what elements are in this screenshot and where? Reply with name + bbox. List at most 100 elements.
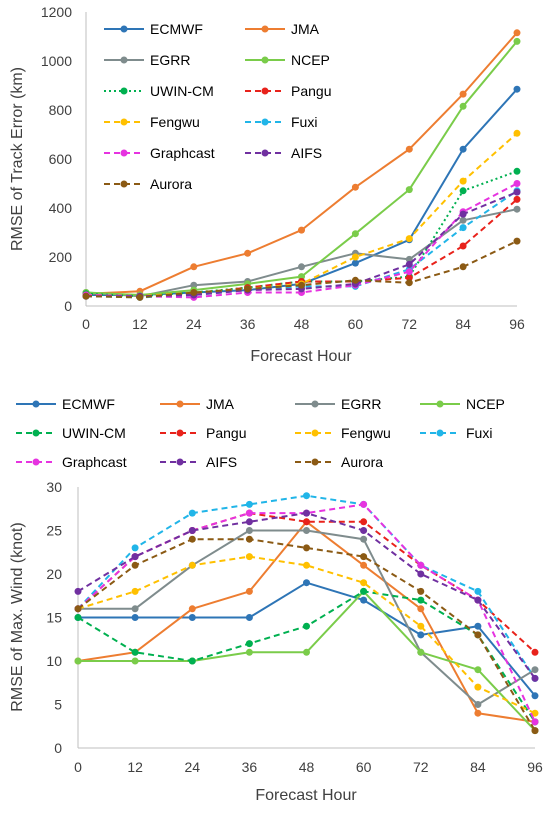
track-error-point-jma [190, 263, 198, 271]
max-wind-point-fuxi [303, 492, 310, 500]
track-error-y-tick-label: 1200 [41, 4, 72, 20]
track-error-point-aurora [190, 289, 198, 296]
max-wind-point-ncep [474, 666, 482, 674]
track-error-legend-item-ecmwf: ECMWF [104, 21, 203, 37]
track-error-y-axis-title: RMSE of Track Error (km) [9, 67, 26, 251]
track-error-legend-marker [261, 149, 269, 157]
max-wind-legend-item-ncep: NCEP [420, 396, 505, 412]
max-wind-point-ncep [303, 648, 310, 656]
track-error-legend-label: Graphcast [150, 145, 215, 161]
max-wind-point-egrr [531, 666, 539, 674]
track-error-point-fengwu [513, 129, 521, 137]
track-error-y-tick-label: 800 [49, 102, 73, 118]
track-error-point-graphcast [513, 180, 521, 187]
max-wind-legend-marker [311, 429, 319, 437]
max-wind-series-line-fengwu [77, 555, 536, 715]
max-wind-point-jma [245, 587, 253, 595]
max-wind-point-graphcast [245, 509, 253, 517]
max-wind-point-aurora [303, 544, 310, 552]
max-wind-series-line-aurora [77, 538, 536, 732]
track-error-point-aurora [513, 237, 521, 245]
max-wind-point-egrr [360, 535, 368, 543]
track-error-point-egrr [298, 263, 305, 271]
track-error-legend-item-pangu: Pangu [245, 83, 331, 99]
max-wind-point-aifs [245, 518, 253, 526]
max-wind-legend-label: UWIN-CM [62, 425, 126, 441]
track-error-legend-label: Aurora [150, 176, 192, 192]
track-error-legend-item-ncep: NCEP [245, 52, 330, 68]
max-wind-y-tick-label: 5 [54, 697, 62, 713]
max-wind-legend-label: NCEP [466, 396, 505, 412]
max-wind-x-tick-label: 12 [127, 759, 143, 775]
track-error-point-jma [298, 226, 305, 234]
track-error-legend-marker [261, 25, 269, 33]
track-error-y-ticks: 0 200 400 600 800 1000 1200 [41, 4, 72, 314]
max-wind-legend-marker [311, 400, 319, 408]
max-wind-legend-item-aurora: Aurora [295, 454, 383, 470]
max-wind-point-aurora [74, 605, 82, 613]
max-wind-point-jma [360, 561, 368, 569]
max-wind-point-fengwu [303, 561, 310, 569]
max-wind-y-tick-label: 15 [46, 610, 62, 626]
track-error-legend-label: Fengwu [150, 114, 200, 130]
max-wind-y-ticks: 0 5 10 15 20 25 30 [46, 479, 62, 756]
max-wind-y-tick-label: 20 [46, 566, 62, 582]
max-wind-x-tick-label: 84 [470, 759, 486, 775]
max-wind-point-aurora [417, 587, 425, 595]
max-wind-point-aifs [303, 509, 310, 517]
max-wind-point-uwin-cm [74, 614, 82, 621]
max-wind-legend-marker [436, 429, 444, 437]
track-error-x-tick-label: 84 [455, 316, 471, 332]
track-error-point-aurora [351, 276, 359, 284]
max-wind-legend-label: Fuxi [466, 425, 492, 441]
max-wind-legend-label: JMA [206, 396, 235, 412]
max-wind-point-uwin-cm [188, 657, 196, 665]
track-error-point-pangu [405, 274, 413, 282]
track-error-point-pangu [513, 195, 521, 203]
max-wind-point-aurora [474, 631, 482, 639]
track-error-legend-marker [120, 87, 128, 95]
max-wind-x-tick-label: 0 [74, 759, 82, 775]
max-wind-point-graphcast [360, 500, 368, 508]
max-wind-legend-marker [176, 458, 184, 466]
max-wind-point-ecmwf [131, 614, 139, 621]
max-wind-point-fengwu [531, 709, 539, 717]
track-error-legend-marker [261, 87, 269, 95]
track-error-point-ncep [459, 102, 467, 110]
max-wind-y-tick-label: 0 [54, 740, 62, 756]
max-wind-point-ncep [417, 648, 425, 656]
max-wind-point-aifs [74, 587, 82, 595]
track-error-legend-label: Pangu [291, 83, 331, 99]
track-error-point-fuxi [459, 224, 467, 232]
track-error-point-ecmwf [351, 259, 359, 267]
track-error-point-aifs [405, 260, 413, 268]
max-wind-point-uwin-cm [245, 640, 253, 648]
track-error-legend-label: Fuxi [291, 114, 317, 130]
track-error-point-aifs [513, 188, 521, 196]
max-wind-point-aifs [131, 553, 139, 561]
track-error-point-pangu [459, 242, 467, 250]
max-wind-series-aifs [74, 509, 539, 682]
max-wind-legend-label: AIFS [206, 454, 237, 470]
track-error-legend-label: AIFS [291, 145, 322, 161]
track-error-legend-item-fengwu: Fengwu [104, 114, 200, 130]
max-wind-y-tick-label: 10 [46, 653, 62, 669]
max-wind-y-tick-label: 30 [46, 479, 62, 495]
max-wind-point-fengwu [474, 683, 482, 691]
track-error-legend-label: NCEP [291, 52, 330, 68]
max-wind-point-fengwu [131, 587, 139, 595]
max-wind-point-aifs [417, 570, 425, 578]
track-error-legend-item-aurora: Aurora [104, 176, 192, 192]
track-error-x-tick-label: 0 [82, 316, 90, 332]
max-wind-point-ncep [245, 648, 253, 656]
max-wind-legend-marker [176, 400, 184, 408]
max-wind-point-uwin-cm [303, 622, 310, 630]
track-error-point-ecmwf [459, 145, 467, 153]
track-error-point-fengwu [351, 253, 359, 261]
max-wind-legend-item-egrr: EGRR [295, 396, 381, 412]
max-wind-point-aurora [245, 535, 253, 543]
track-error-point-uwin-cm [459, 187, 467, 195]
max-wind-x-tick-label: 36 [242, 759, 258, 775]
track-error-y-tick-label: 0 [64, 298, 72, 314]
